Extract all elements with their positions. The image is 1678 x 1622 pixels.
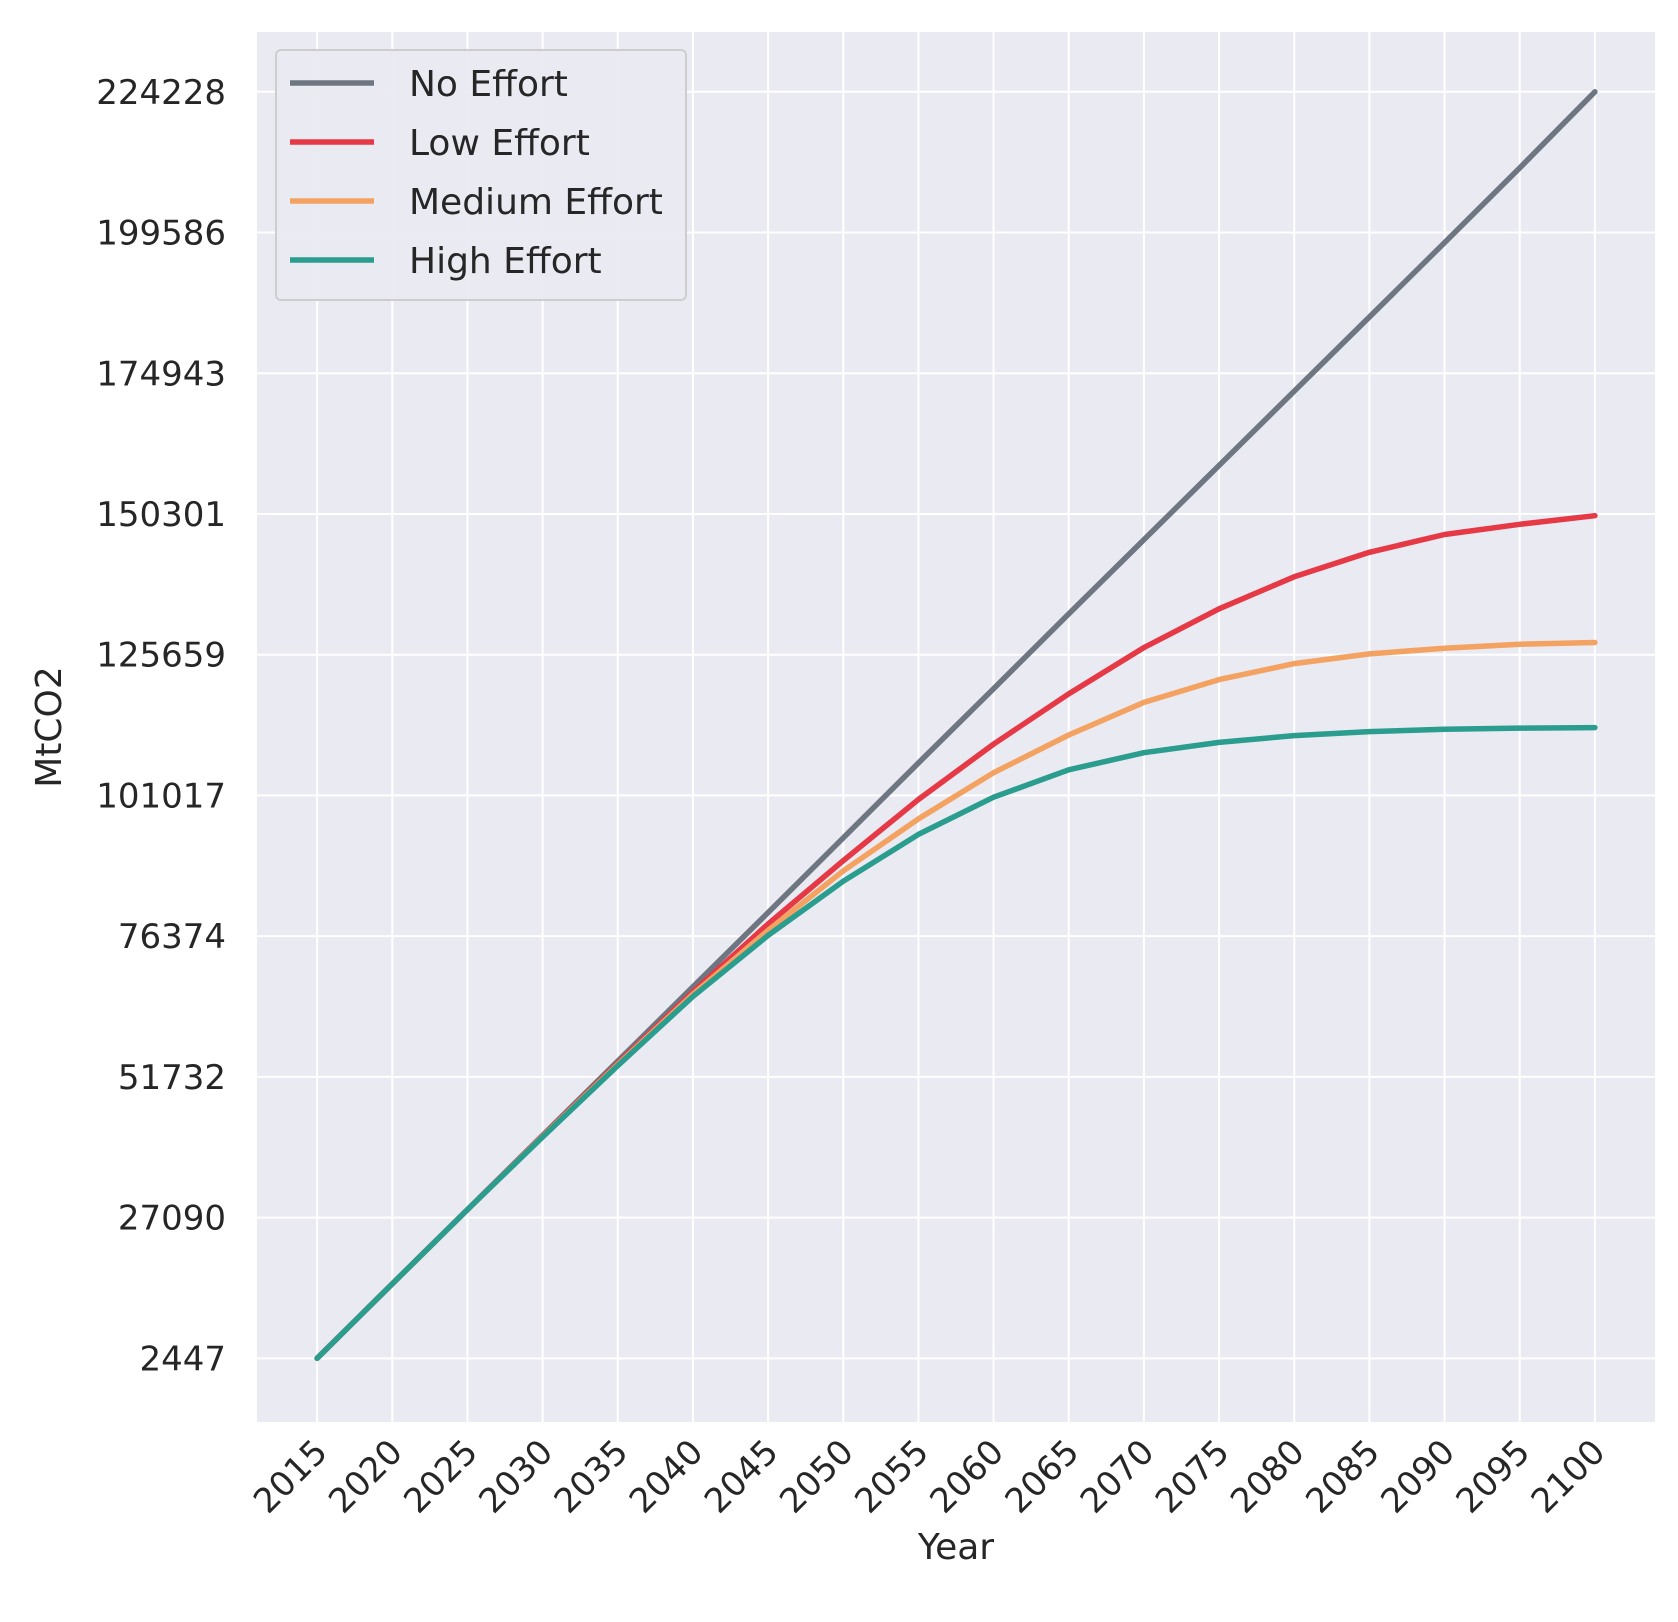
x-tick-label: 2025 (396, 1432, 485, 1521)
legend-label: High Effort (409, 241, 602, 282)
x-tick-label: 2100 (1524, 1432, 1613, 1521)
legend-label: Medium Effort (409, 182, 663, 223)
x-tick-label: 2095 (1449, 1432, 1538, 1521)
x-tick-label: 2040 (622, 1432, 711, 1521)
x-axis-ticks: 2015202020252030203520402045205020552060… (246, 1432, 1613, 1521)
x-tick-label: 2020 (321, 1432, 410, 1521)
x-tick-label: 2080 (1223, 1432, 1312, 1521)
y-tick-label: 199586 (96, 214, 226, 254)
y-tick-label: 224228 (96, 73, 226, 113)
legend-label: No Effort (409, 64, 568, 105)
y-tick-label: 150301 (96, 495, 226, 535)
x-tick-label: 2015 (246, 1432, 335, 1521)
x-tick-label: 2045 (697, 1432, 786, 1521)
y-tick-label: 51732 (118, 1058, 226, 1098)
y-tick-label: 76374 (118, 917, 226, 957)
y-tick-label: 125659 (96, 636, 226, 676)
x-tick-label: 2050 (772, 1432, 861, 1521)
x-tick-label: 2065 (998, 1432, 1087, 1521)
x-tick-label: 2075 (1148, 1432, 1237, 1521)
series-line-high-effort (314, 724, 1598, 1362)
legend: No Effort Low Effort Medium Effort High Eff… (275, 49, 687, 301)
legend-label: Low Effort (409, 123, 590, 164)
x-tick-label: 2070 (1073, 1432, 1162, 1521)
x-tick-label: 2055 (847, 1432, 936, 1521)
legend-box (275, 49, 687, 301)
y-tick-label: 2447 (139, 1339, 226, 1379)
x-tick-label: 2035 (547, 1432, 636, 1521)
x-tick-label: 2090 (1373, 1432, 1462, 1521)
y-axis-label: MtCO2 (29, 666, 70, 788)
y-tick-label: 174943 (96, 354, 226, 394)
x-tick-label: 2060 (922, 1432, 1011, 1521)
x-tick-label: 2085 (1298, 1432, 1387, 1521)
series-lines (314, 89, 1598, 1362)
y-tick-label: 27090 (118, 1199, 226, 1239)
x-tick-label: 2030 (472, 1432, 561, 1521)
x-axis-label: Year (917, 1527, 994, 1568)
y-axis-ticks: 2447 27090 51732 76374 101017 125659 150301 174… (96, 73, 226, 1380)
y-tick-label: 101017 (96, 776, 226, 816)
